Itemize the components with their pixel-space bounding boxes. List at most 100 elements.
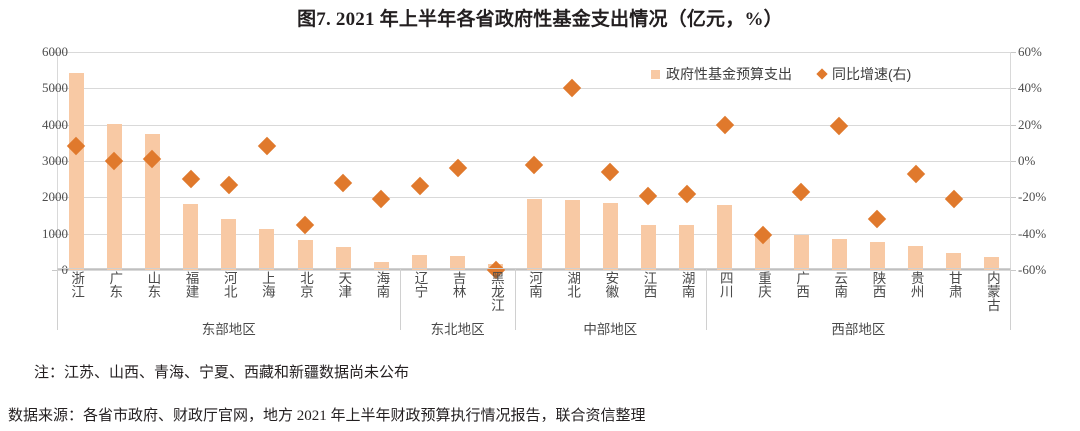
bar [412, 255, 428, 270]
gridline [57, 52, 1011, 53]
growth-marker [715, 115, 734, 134]
category-label: 辽宁 [412, 271, 428, 298]
category-label: 福建 [183, 271, 199, 298]
right-axis-tickmark [1011, 197, 1016, 199]
left-axis-tickmark [52, 233, 57, 235]
region-band-topline [57, 268, 1011, 269]
bar [946, 253, 962, 270]
right-axis-tick-label: 60% [1018, 44, 1042, 59]
right-axis-tickmark [1011, 270, 1016, 271]
bar [335, 247, 351, 270]
gridline [57, 88, 1011, 90]
growth-marker [906, 164, 925, 183]
region-label: 东北地区 [430, 322, 485, 337]
right-axis-tickmark [1011, 52, 1016, 53]
bar [602, 203, 618, 270]
left-axis-tick-label: 3000 [42, 153, 68, 168]
category-label: 云南 [832, 271, 848, 298]
right-axis-tickmark [1011, 88, 1016, 90]
region-label: 中部地区 [583, 322, 638, 337]
chart-legend: 政府性基金预算支出 同比增速(右) [645, 62, 918, 86]
region-separator [1010, 268, 1011, 330]
left-axis-tickmark [52, 197, 57, 199]
region-separator [705, 268, 707, 330]
bar [450, 255, 466, 270]
left-axis-tick-label: 0 [61, 262, 69, 277]
category-label: 北京 [298, 271, 314, 298]
category-label: 江西 [641, 271, 657, 298]
right-axis-tickmark [1011, 161, 1016, 162]
category-label: 陕西 [870, 271, 886, 298]
category-label: 吉林 [450, 271, 466, 298]
category-label: 湖南 [679, 271, 695, 298]
growth-marker [181, 169, 200, 189]
right-axis-tick-label: 20% [1018, 116, 1042, 132]
right-axis-tick-label: -20% [1018, 189, 1047, 205]
growth-marker [677, 184, 696, 203]
left-axis-tickmark [52, 52, 57, 53]
region-separator [400, 268, 402, 330]
growth-marker [830, 117, 849, 136]
bar [908, 246, 924, 270]
legend-item-expenditure: 政府性基金预算支出 [651, 64, 792, 84]
left-axis-tick-label: 2000 [42, 189, 68, 205]
bar [183, 203, 199, 270]
bar [755, 234, 771, 270]
bar [526, 198, 542, 270]
category-label: 甘肃 [946, 271, 962, 298]
category-label: 内蒙古 [984, 271, 1000, 312]
growth-marker [333, 173, 353, 193]
plot-area [52, 52, 1016, 280]
bar [869, 241, 885, 270]
left-axis-tick-label: 5000 [42, 80, 68, 96]
left-axis-tickmark [52, 161, 57, 162]
right-axis-tick-label: -40% [1018, 225, 1047, 241]
category-label: 四川 [717, 271, 733, 298]
growth-marker [562, 79, 582, 98]
growth-marker [295, 215, 315, 234]
bar [564, 200, 580, 270]
growth-marker [868, 209, 887, 229]
category-label: 河南 [527, 271, 542, 298]
bar [106, 124, 122, 270]
right-axis-tickmark [1011, 233, 1016, 235]
growth-marker [639, 186, 658, 205]
growth-marker [257, 137, 277, 156]
legend-item-growth: 同比增速(右) [816, 64, 912, 84]
gridline [57, 270, 1011, 271]
bar [373, 262, 389, 270]
category-axis-labels: 浙江 广东 山东 福建 河北 上海 北京 天津 海南 辽宁 吉林 黑龙江 河南 湖北 安徽 江西 湖南 四川 重庆广… [57, 271, 1011, 323]
category-label: 黑龙江 [488, 271, 504, 312]
bar [640, 224, 656, 270]
category-label: 上海 [259, 271, 275, 298]
region-separator [57, 268, 58, 330]
gridline [57, 124, 1011, 126]
region-label: 西部地区 [831, 322, 886, 337]
bar-swatch-icon [651, 69, 660, 79]
bar [144, 134, 160, 270]
growth-marker [601, 162, 620, 182]
left-axis-tick-label: 1000 [42, 225, 68, 241]
bar [679, 224, 695, 270]
left-axis-tick-label: 4000 [42, 116, 68, 132]
diamond-swatch-icon [816, 68, 828, 80]
bar [717, 204, 733, 270]
category-label: 海南 [374, 271, 390, 298]
left-axis-tickmark [52, 124, 57, 126]
bar [68, 72, 84, 270]
category-label: 广西 [794, 271, 810, 298]
legend-label-growth: 同比增速(右) [832, 66, 912, 82]
category-label: 湖北 [565, 271, 581, 298]
bar [984, 257, 1000, 270]
region-group-band: 东部地区 东北地区 中部地区 西部地区 [57, 268, 1011, 337]
category-label: 山东 [145, 271, 161, 298]
category-label: 安徽 [603, 271, 619, 298]
chart-note: 注：江苏、山西、青海、宁夏、西藏和新疆数据尚未公布 [34, 365, 410, 381]
region-separator [514, 268, 516, 330]
region-label: 东部地区 [201, 322, 256, 337]
right-axis-tick-label: -60% [1018, 262, 1047, 277]
category-label: 重庆 [755, 271, 771, 298]
bar [793, 235, 809, 270]
left-axis-tickmark [52, 88, 57, 90]
bar [297, 239, 313, 270]
